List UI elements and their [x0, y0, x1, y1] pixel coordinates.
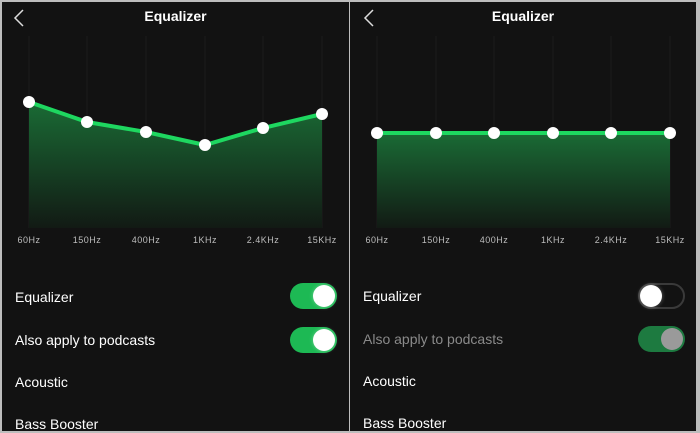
svg-text:400Hz: 400Hz [132, 235, 161, 245]
toggle-knob [313, 285, 335, 307]
chevron-left-icon[interactable] [10, 8, 30, 28]
equalizer-chart[interactable]: 60Hz 150Hz 400Hz 1KHz 2.4KHz 15KHz [350, 28, 696, 258]
podcasts-toggle[interactable] [638, 326, 685, 352]
svg-text:15KHz: 15KHz [655, 235, 685, 245]
svg-text:60Hz: 60Hz [17, 235, 40, 245]
equalizer-label: Equalizer [363, 288, 422, 304]
band-handles [371, 127, 676, 139]
toggle-knob [661, 328, 683, 350]
page-title: Equalizer [491, 8, 555, 24]
podcasts-label: Also apply to podcasts [15, 332, 156, 348]
equalizer-screen-enabled: Equalizer 60Hz 150Hz 400Hz 1KHz 2.4KHz 1… [2, 2, 349, 431]
equalizer-label: Equalizer [15, 289, 74, 305]
equalizer-chart[interactable]: 60Hz 150Hz 400Hz 1KHz 2.4KHz 15KHz [2, 28, 349, 258]
podcasts-label: Also apply to podcasts [363, 331, 504, 347]
svg-text:1KHz: 1KHz [541, 235, 565, 245]
svg-text:2.4KHz: 2.4KHz [247, 235, 280, 245]
svg-text:1KHz: 1KHz [193, 235, 217, 245]
svg-text:400Hz: 400Hz [480, 235, 509, 245]
svg-text:150Hz: 150Hz [422, 235, 451, 245]
band-handles [23, 96, 328, 151]
toggle-knob [640, 285, 662, 307]
svg-text:15KHz: 15KHz [307, 235, 337, 245]
svg-text:60Hz: 60Hz [365, 235, 388, 245]
preset-acoustic[interactable]: Acoustic [363, 373, 416, 389]
equalizer-screen-disabled: Equalizer 60Hz 150Hz 400Hz 1KHz 2.4KHz 1… [350, 2, 696, 431]
svg-text:2.4KHz: 2.4KHz [595, 235, 628, 245]
preset-bass-booster[interactable]: Bass Booster [363, 415, 447, 431]
chevron-left-icon[interactable] [360, 8, 380, 28]
podcasts-toggle[interactable] [290, 327, 337, 353]
equalizer-toggle[interactable] [638, 283, 685, 309]
toggle-knob [313, 329, 335, 351]
preset-bass-booster[interactable]: Bass Booster [15, 416, 99, 431]
svg-text:150Hz: 150Hz [73, 235, 102, 245]
equalizer-toggle[interactable] [290, 283, 337, 309]
preset-acoustic[interactable]: Acoustic [15, 374, 68, 390]
page-title: Equalizer [144, 8, 207, 24]
